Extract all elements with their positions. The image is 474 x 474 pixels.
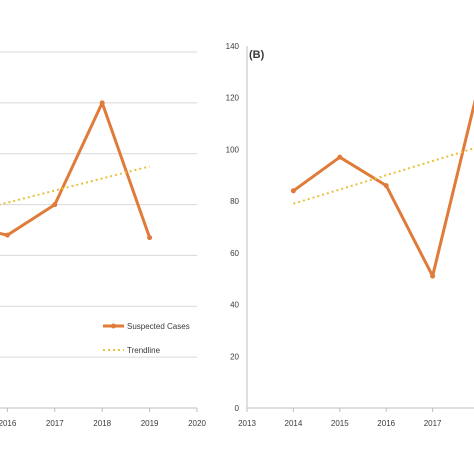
panel-a-x-tick-label: 2018: [93, 419, 111, 428]
legend-label-trendline: Trendline: [127, 346, 161, 355]
panel-b-data-point: [383, 183, 389, 189]
panel-a-x-tick-label: 2017: [46, 419, 64, 428]
panel-b-x-tick-label: 2015: [331, 419, 349, 428]
panel-b-chart: (B) 0 20 40 60 80 100 120 140 2013 2014 2015 2016 2…: [226, 42, 474, 428]
panel-b-x-tick-label: 2013: [238, 419, 256, 428]
panel-b-label: (B): [249, 49, 265, 61]
panel-b-y-tick-label: 20: [230, 352, 239, 361]
panel-a-x-ticks: 2016 2017 2018 2019 2020: [0, 408, 206, 428]
panel-b-suspected-cases-line: [292, 99, 474, 278]
panel-b-series: [290, 99, 474, 279]
panel-a-legend: Suspected Cases Trendline: [103, 322, 190, 355]
panel-a-data-point: [99, 100, 105, 106]
panel-b-y-tick-label: 40: [230, 301, 239, 310]
panel-b-x-ticks: 2013201420152016201720: [238, 408, 442, 428]
panel-a-suspected-cases-line: [0, 101, 152, 239]
panel-b-y-tick-label: 140: [226, 42, 240, 51]
panel-a-x-tick-label: 2020: [188, 419, 206, 428]
panel-a-data-point: [52, 202, 58, 208]
panel-b-y-tick-label: 120: [226, 94, 240, 103]
panel-a-series: [0, 100, 153, 241]
panel-a-chart: 2016 2017 2018 2019 2020 Suspected Cases Tre…: [0, 51, 206, 428]
panel-a-data-point: [4, 232, 10, 238]
panel-a-x-tick-label: 2019: [141, 419, 159, 428]
panel-b-axes: [246, 46, 474, 409]
legend-label-suspected-cases: Suspected Cases: [127, 322, 190, 331]
panel-b-y-tick-label: 80: [230, 197, 239, 206]
legend-marker-suspected-cases: [111, 323, 116, 329]
panel-b-y-ticks: 0 20 40 60 80 100 120 140: [226, 42, 240, 413]
panel-b-trendline-line: [293, 147, 474, 205]
panel-b-data-point: [337, 154, 343, 160]
panel-a-x-tick-label: 2016: [0, 419, 17, 428]
panel-b-x-tick-label: 2017: [424, 419, 442, 428]
panel-b-x-tick-label: 2016: [377, 419, 395, 428]
panel-b-data-point: [290, 188, 296, 194]
panel-b-data-point: [430, 273, 436, 279]
panel-b-y-tick-label: 0: [235, 404, 240, 413]
panel-b-x-tick-label: 2014: [285, 419, 303, 428]
panel-b-y-tick-label: 100: [226, 145, 240, 154]
panel-a-gridlines: [0, 51, 197, 409]
panel-a-data-point: [147, 235, 153, 241]
panel-b-y-tick-label: 60: [230, 249, 239, 258]
